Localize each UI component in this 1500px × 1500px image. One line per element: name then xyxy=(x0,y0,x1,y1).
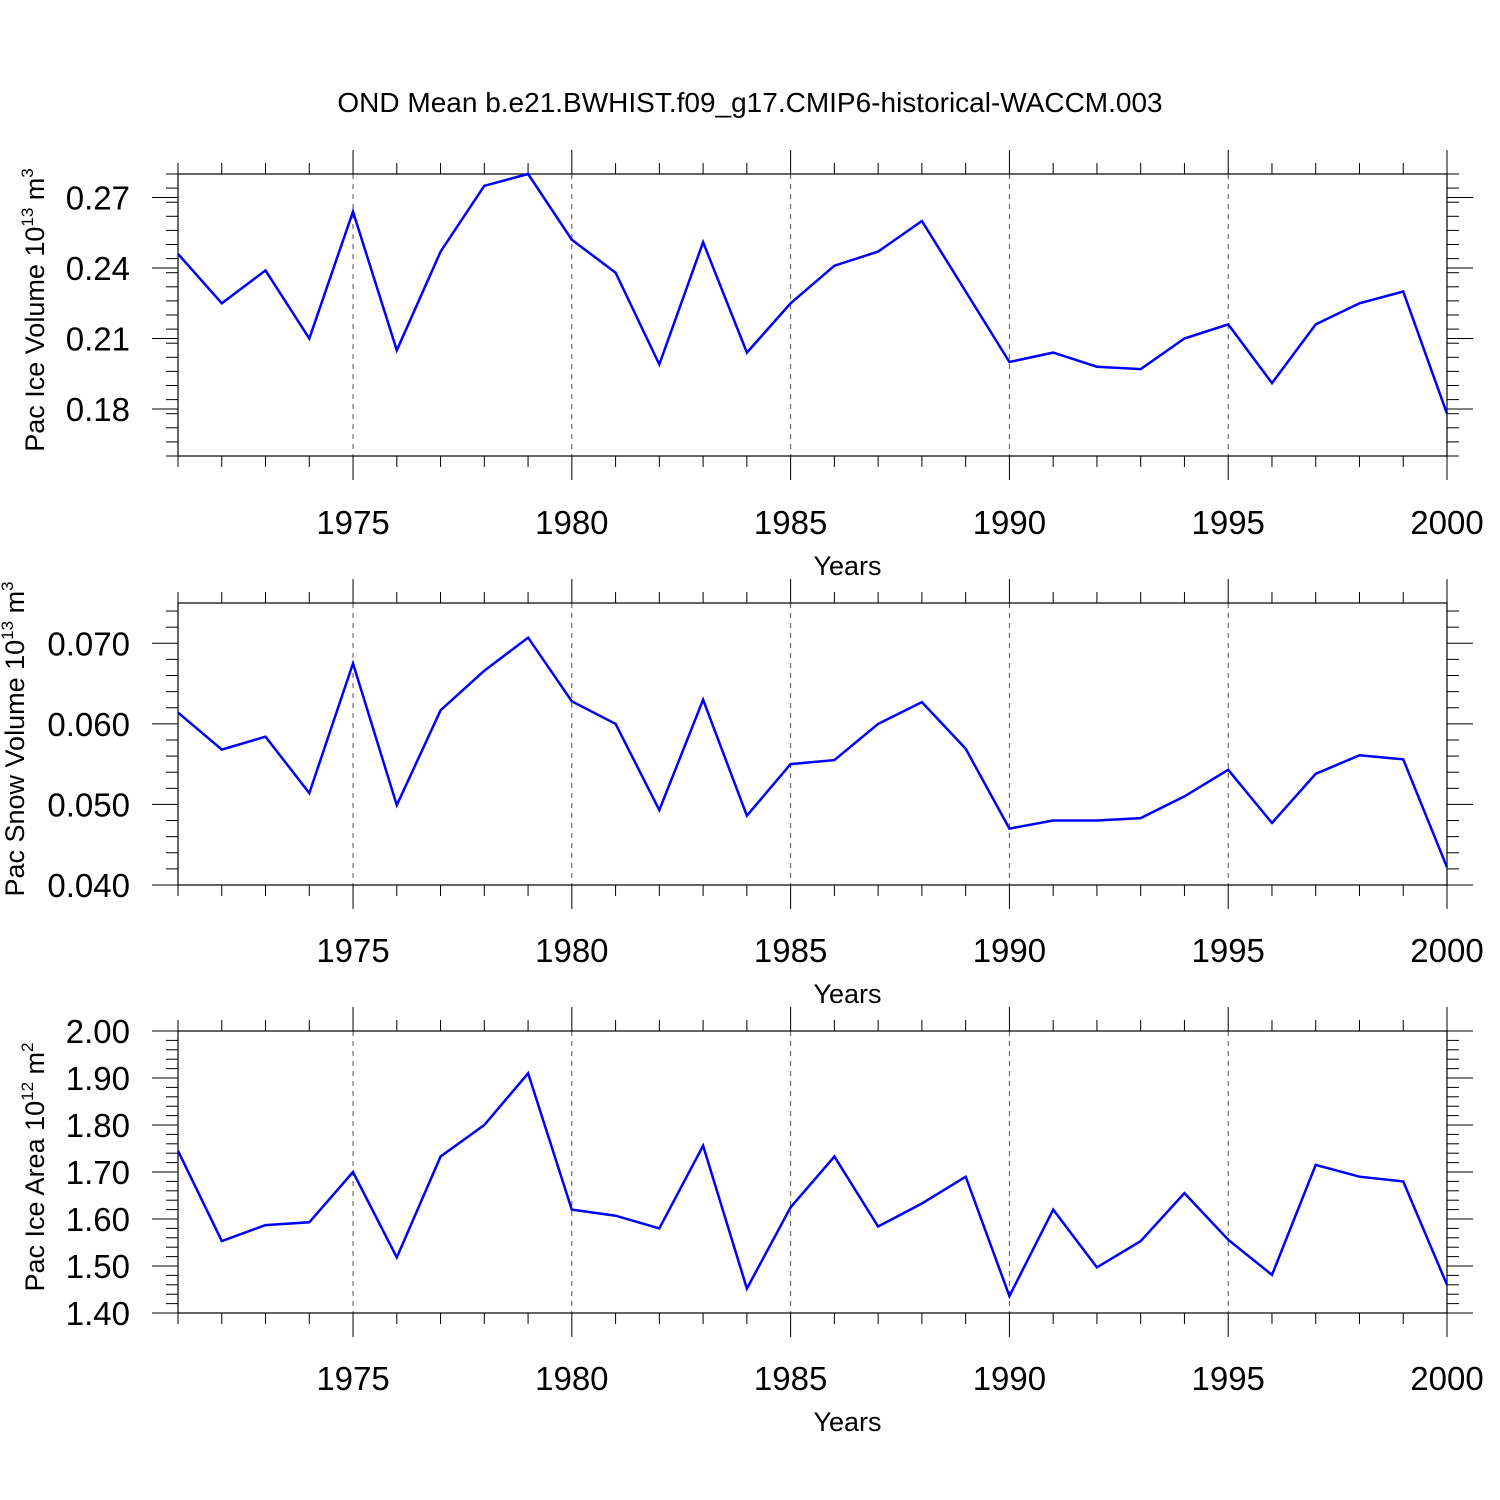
y-tick-label: 0.060 xyxy=(47,706,130,743)
y-tick-label: 0.27 xyxy=(66,180,130,217)
y-axis-title: Pac Snow Volume 1013 m3 xyxy=(0,581,30,896)
y-tick-label: 1.80 xyxy=(66,1107,130,1144)
x-tick-label: 1990 xyxy=(973,504,1046,541)
x-tick-label: 1995 xyxy=(1191,1360,1264,1397)
y-tick-label: 1.40 xyxy=(66,1295,130,1332)
panel-3: 1.40 1.50 1.60 1.70 1.80 1.90 2.00 1975 1980 1985… xyxy=(18,1007,1484,1437)
x-tick-label: 1990 xyxy=(973,932,1046,969)
x-axis-title: Years xyxy=(813,1407,881,1437)
x-tick-label: 1995 xyxy=(1191,504,1264,541)
y-tick-label: 0.070 xyxy=(47,625,130,662)
plot-frame xyxy=(177,602,1448,886)
x-tick-label: 2000 xyxy=(1410,1360,1483,1397)
y-tick-label: 2.00 xyxy=(66,1013,130,1050)
x-tick-label: 1980 xyxy=(535,1360,608,1397)
x-tick-label: 1975 xyxy=(316,1360,389,1397)
x-tick-label: 1995 xyxy=(1191,932,1264,969)
x-tick-label: 1985 xyxy=(754,1360,827,1397)
x-tick-label: 1980 xyxy=(535,932,608,969)
x-axis-title: Years xyxy=(813,979,881,1009)
y-axis-title: Pac Ice Volume 1013 m3 xyxy=(18,168,50,452)
series-line xyxy=(176,1070,1449,1300)
y-tick-label: 0.24 xyxy=(66,250,130,287)
x-tick-label: 2000 xyxy=(1410,504,1483,541)
y-tick-label: 1.70 xyxy=(66,1154,130,1191)
x-tick-label: 1975 xyxy=(316,932,389,969)
y-tick-label: 0.21 xyxy=(66,321,130,358)
x-tick-label: 1985 xyxy=(754,504,827,541)
y-tick-label: 0.18 xyxy=(66,391,130,428)
x-tick-label: 1990 xyxy=(973,1360,1046,1397)
panels: 0.18 0.21 0.24 0.27 1975 1980 1985 1990 1995 2000… xyxy=(0,150,1484,1437)
y-tick-label: 0.040 xyxy=(47,867,130,904)
x-tick-label: 1975 xyxy=(316,504,389,541)
panel-2: 0.040 0.050 0.060 0.070 1975 1980 1985 1990 1995… xyxy=(0,579,1484,1009)
y-tick-label: 1.50 xyxy=(66,1248,130,1285)
plot-frame xyxy=(177,173,1448,457)
y-tick-label: 1.60 xyxy=(66,1201,130,1238)
x-tick-label: 1980 xyxy=(535,504,608,541)
y-axis-title: Pac Ice Area 1012 m2 xyxy=(18,1042,50,1291)
x-tick-label: 2000 xyxy=(1410,932,1483,969)
series-line xyxy=(177,635,1449,868)
chart-title: OND Mean b.e21.BWHIST.f09_g17.CMIP6-hist… xyxy=(337,87,1162,118)
y-tick-label: 1.90 xyxy=(66,1060,130,1097)
x-axis-title: Years xyxy=(813,551,881,581)
y-tick-label: 0.050 xyxy=(47,786,130,823)
series-line xyxy=(177,172,1449,415)
plot-frame xyxy=(177,1030,1448,1314)
panel-1: 0.18 0.21 0.24 0.27 1975 1980 1985 1990 1995 2000… xyxy=(18,150,1484,581)
x-tick-label: 1985 xyxy=(754,932,827,969)
